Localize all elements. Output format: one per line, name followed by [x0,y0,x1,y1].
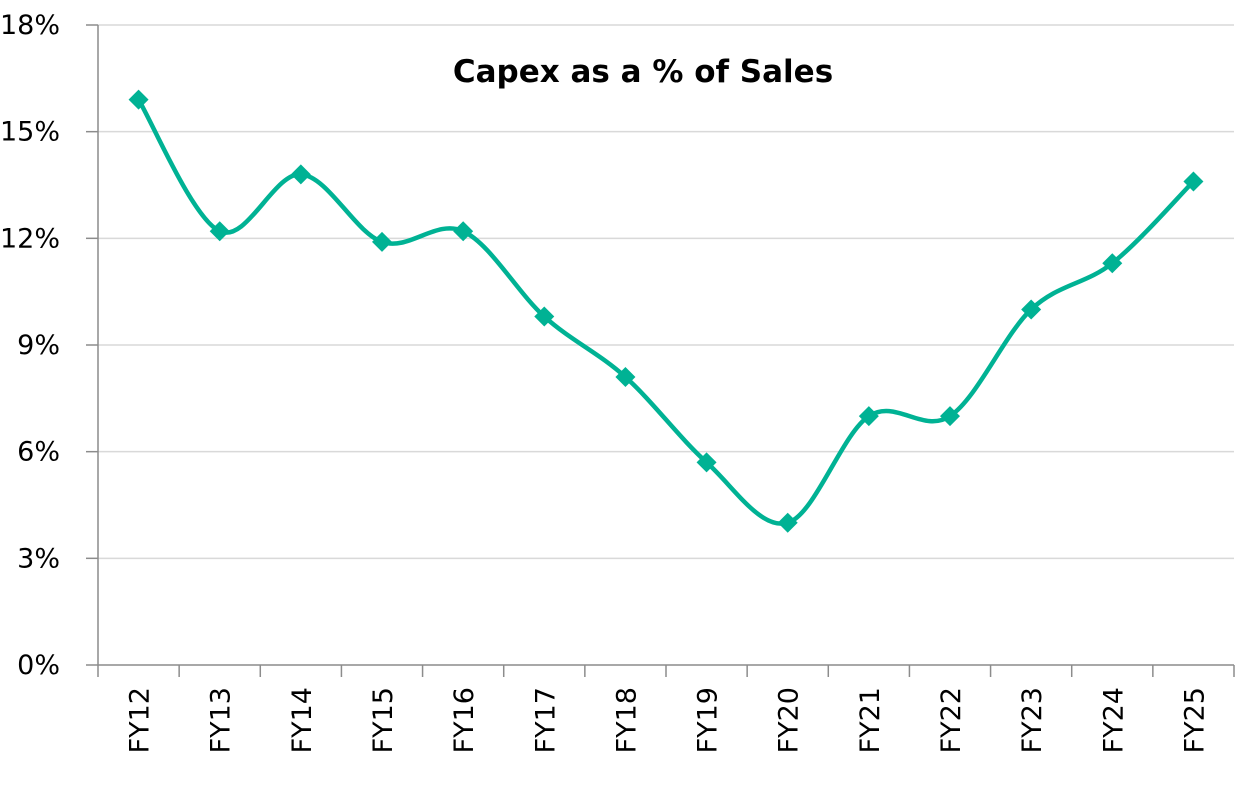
data-markers [128,89,1204,533]
data-point-fy23 [1021,299,1042,320]
data-point-fy13 [209,221,230,242]
y-tick-label: 9% [17,330,60,361]
x-tick-label: FY17 [530,687,561,753]
y-tick-label: 0% [17,650,60,681]
y-tick-label: 6% [17,437,60,468]
x-tick-label: FY14 [287,687,318,753]
x-tick-label: FY18 [611,687,642,753]
data-point-fy17 [534,306,555,327]
axes [86,24,1235,677]
x-tick-label: FY25 [1179,687,1210,753]
data-point-fy19 [696,452,717,473]
x-tick-label: FY21 [855,687,886,753]
data-point-fy14 [290,164,311,185]
x-tick-label: FY22 [936,687,967,753]
y-tick-label: 3% [17,543,60,574]
y-tick-label: 15% [0,117,60,148]
y-tick-label: 18% [0,10,60,41]
x-tick-label: FY24 [1098,687,1129,753]
x-tick-label: FY16 [449,687,480,753]
x-tick-label: FY19 [693,687,724,753]
data-point-fy12 [128,89,149,110]
x-tick-label: FY12 [125,687,156,753]
x-tick-label: FY15 [368,687,399,753]
data-point-fy15 [372,231,392,252]
y-tick-label: 12% [0,223,60,254]
data-point-fy16 [453,221,474,242]
gridlines [98,24,1234,560]
data-point-fy22 [940,406,960,427]
x-tick-label: FY20 [774,687,805,753]
y-tick-labels: 0% 3% 6% 9% 12% 15% 18% [0,10,60,681]
x-tick-label: FY13 [206,687,237,753]
data-point-fy18 [615,367,636,387]
data-point-fy24 [1102,253,1123,274]
data-point-fy25 [1183,171,1204,192]
chart-title: Capex as a % of Sales [453,54,833,90]
x-tick-labels: FY12 FY13 FY14 FY15 FY16 FY17 FY18 FY19 FY20 FY21… [125,687,1211,753]
data-point-fy21 [858,406,879,427]
x-tick-label: FY23 [1017,687,1048,753]
data-point-fy20 [777,512,798,533]
